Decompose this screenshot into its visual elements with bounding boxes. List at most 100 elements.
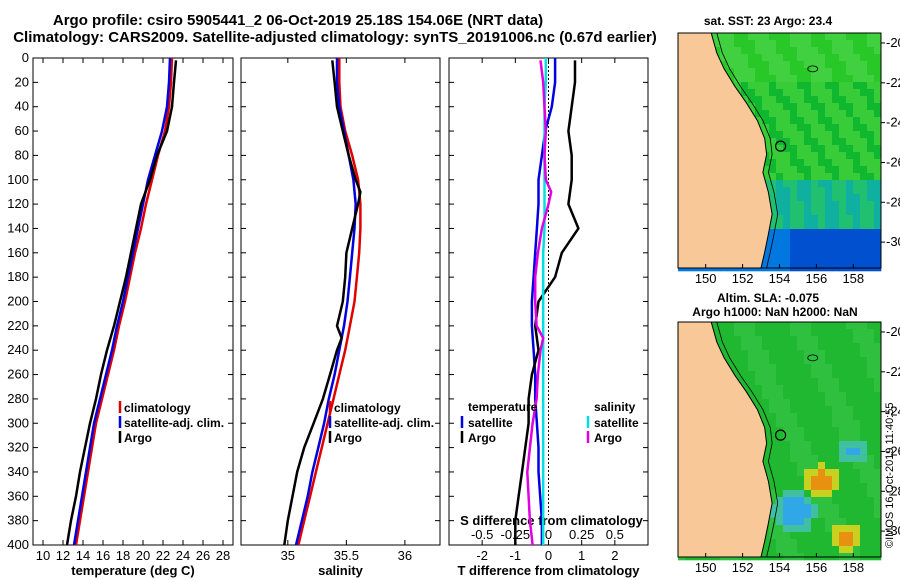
- map-cell: [874, 201, 882, 209]
- map-cell: [874, 378, 882, 386]
- map-cell: [804, 497, 812, 505]
- map-cell: [776, 350, 784, 358]
- map-cell: [769, 131, 777, 139]
- x-tick-label: -1: [510, 548, 522, 563]
- map-cell: [832, 159, 840, 167]
- map-cell: [818, 250, 826, 258]
- map-cell: [783, 257, 791, 265]
- map-cell: [874, 47, 882, 55]
- map-cell: [818, 82, 826, 90]
- legend-label-climatology: climatology: [334, 401, 401, 415]
- map-cell: [867, 208, 875, 216]
- map-cell: [832, 427, 840, 435]
- map-cell: [867, 469, 875, 477]
- map-cell: [846, 173, 854, 181]
- map-cell: [804, 173, 812, 181]
- map-cell: [769, 448, 777, 456]
- map-cell: [783, 329, 791, 337]
- map-cell: [748, 329, 756, 337]
- map-cell: [797, 89, 805, 97]
- map-cell: [839, 504, 847, 512]
- map-cell: [783, 497, 791, 505]
- map-cell: [783, 511, 791, 519]
- map-cell: [853, 434, 861, 442]
- map-cell: [853, 250, 861, 258]
- map-cell: [825, 427, 833, 435]
- map-cell: [811, 208, 819, 216]
- map-cell: [874, 215, 882, 223]
- map-cell: [853, 539, 861, 547]
- map-cell: [783, 124, 791, 132]
- map-cell: [874, 371, 882, 379]
- map-cell: [769, 329, 777, 337]
- map-cell: [811, 392, 819, 400]
- map-cell: [839, 385, 847, 393]
- map-cell: [748, 61, 756, 69]
- map-cell: [846, 187, 854, 195]
- map-cell: [762, 117, 770, 125]
- map-cell: [783, 145, 791, 153]
- map-cell: [783, 483, 791, 491]
- top-x-tick-label: 0: [545, 527, 552, 542]
- map-cell: [825, 117, 833, 125]
- map-cell: [790, 392, 798, 400]
- map-cell: [776, 539, 784, 547]
- map-cell: [748, 89, 756, 97]
- map-cell: [839, 420, 847, 428]
- temperature-panel: 10 12 14 16 18 20 22 24 26 28 temperature (deg C): [32, 57, 234, 578]
- map-cell: [741, 54, 749, 62]
- map-cell: [846, 385, 854, 393]
- map-cell: [776, 208, 784, 216]
- map-cell: [797, 483, 805, 491]
- map-cell: [825, 166, 833, 174]
- map-cell: [811, 103, 819, 111]
- map-cell: [811, 229, 819, 237]
- map-cell: [832, 194, 840, 202]
- map-cell: [783, 103, 791, 111]
- map-cell: [874, 469, 882, 477]
- map-cell: [811, 329, 819, 337]
- map-cell: [839, 124, 847, 132]
- map-cell: [846, 490, 854, 498]
- map-cell: [825, 455, 833, 463]
- map-cell: [832, 117, 840, 125]
- map-cell: [839, 117, 847, 125]
- map-cell: [846, 371, 854, 379]
- map-cell: [776, 357, 784, 365]
- map-cell: [853, 392, 861, 400]
- map-cell: [860, 539, 868, 547]
- map-cell: [853, 194, 861, 202]
- x-tick-label: -2: [476, 548, 488, 563]
- map-cell: [790, 462, 798, 470]
- sst-map-image: -20 -22 -24 -26 -28 -30 150 152 154 156 158: [677, 32, 900, 286]
- map-cell: [853, 413, 861, 421]
- map-cell: [825, 201, 833, 209]
- map-cell: [846, 413, 854, 421]
- map-cell: [776, 476, 784, 484]
- map-cell: [860, 159, 868, 167]
- map-cell: [874, 546, 882, 554]
- map-cell: [783, 166, 791, 174]
- map-cell: [762, 173, 770, 181]
- map-cell: [818, 201, 826, 209]
- map-cell: [825, 322, 833, 330]
- map-cell: [797, 47, 805, 55]
- map-cell: [825, 89, 833, 97]
- map-cell: [783, 138, 791, 146]
- map-cell: [804, 469, 812, 477]
- map-cell: [804, 47, 812, 55]
- map-cell: [804, 329, 812, 337]
- map-cell: [874, 180, 882, 188]
- map-cell: [797, 413, 805, 421]
- map-cell: [762, 322, 770, 330]
- map-cell: [825, 33, 833, 41]
- map-cell: [839, 539, 847, 547]
- map-cell: [860, 166, 868, 174]
- map-cell: [853, 378, 861, 386]
- map-cell: [839, 343, 847, 351]
- map-cell: [769, 539, 777, 547]
- map-cell: [776, 385, 784, 393]
- map-cell: [811, 61, 819, 69]
- map-cell: [769, 364, 777, 372]
- map-cell: [860, 441, 868, 449]
